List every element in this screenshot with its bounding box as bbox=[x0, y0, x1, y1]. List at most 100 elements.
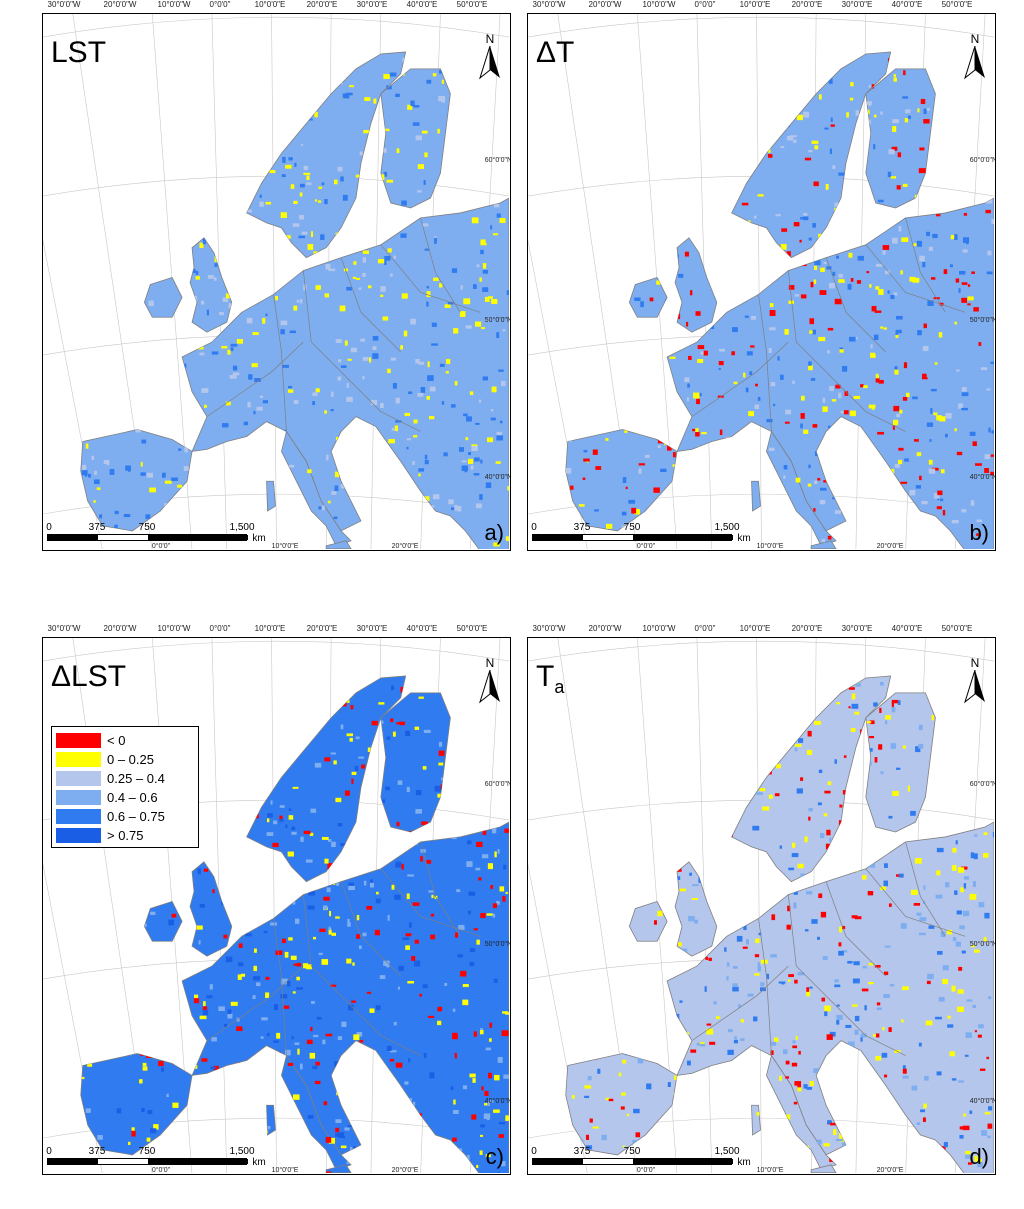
longitude-label: 30°0'0"E bbox=[842, 624, 873, 633]
longitude-label: 30°0'0"E bbox=[357, 624, 388, 633]
latitude-label: 60°0'0"N bbox=[485, 157, 511, 164]
longitude-label: 20°0'0"E bbox=[792, 0, 823, 9]
longitude-label: 50°0'0"E bbox=[942, 624, 973, 633]
land-raster bbox=[528, 15, 994, 549]
scale-unit: km bbox=[252, 533, 265, 544]
longitude-label: 40°0'0"E bbox=[407, 624, 438, 633]
legend-item: 0.4 – 0.6 bbox=[56, 788, 194, 807]
scale-tick-label: 375 bbox=[574, 522, 591, 533]
north-label: N bbox=[963, 32, 987, 46]
scale-tick-label: 1,500 bbox=[714, 1146, 739, 1157]
legend-item: 0.6 – 0.75 bbox=[56, 807, 194, 826]
longitude-label: 20°0'0"E bbox=[792, 624, 823, 633]
longitude-label: 0°0'0" bbox=[210, 624, 231, 633]
scale-tick-label: 0 bbox=[46, 522, 52, 533]
legend-label: 0.25 – 0.4 bbox=[107, 771, 165, 786]
longitude-label: 10°0'0"W bbox=[643, 624, 676, 633]
legend-swatch bbox=[56, 828, 101, 843]
panel-title-subscript: a bbox=[554, 677, 564, 697]
longitude-label: 10°0'0"E bbox=[255, 624, 286, 633]
map-frame: ΔLST N 60°0'0"N 50°0'0"N 40°0'0"N 0°0'0" 10°0'… bbox=[42, 637, 511, 1175]
legend-label: 0.4 – 0.6 bbox=[107, 790, 158, 805]
latitude-label: 40°0'0"N bbox=[485, 1098, 511, 1105]
map-frame: Ta N 60°0'0"N 50°0'0"N 40°0'0"N 0°0'0" 10°0'0"… bbox=[527, 637, 996, 1175]
graticule-top-labels: 30°0'0"W 20°0'0"W 10°0'0"W 0°0'0" 10°0'0"E 20… bbox=[527, 624, 996, 637]
panel-label: b) bbox=[969, 520, 989, 546]
longitude-label: 30°0'0"W bbox=[48, 624, 81, 633]
longitude-label: 20°0'0"W bbox=[589, 624, 622, 633]
map-panel-ta: 30°0'0"W 20°0'0"W 10°0'0"W 0°0'0" 10°0'0"E 20… bbox=[527, 624, 996, 1175]
longitude-label: 0°0'0" bbox=[695, 0, 716, 9]
longitude-label: 0°0'0" bbox=[210, 0, 231, 9]
scale-tick-label: 0 bbox=[531, 522, 537, 533]
europe-map bbox=[528, 14, 994, 549]
longitude-label: 20°0'0"E bbox=[392, 543, 419, 550]
scale-bar: 0 375 750 1,500 km bbox=[532, 1146, 742, 1170]
longitude-label: 20°0'0"E bbox=[877, 543, 904, 550]
north-label: N bbox=[478, 656, 502, 670]
longitude-label: 30°0'0"W bbox=[48, 0, 81, 9]
panel-title-text: T bbox=[536, 660, 554, 693]
panel-title: Ta bbox=[536, 660, 564, 698]
panel-label: c) bbox=[486, 1144, 504, 1170]
europe-map bbox=[528, 638, 994, 1173]
panel-label: a) bbox=[484, 520, 504, 546]
longitude-label: 10°0'0"E bbox=[757, 1167, 784, 1174]
graticule-top-labels: 30°0'0"W 20°0'0"W 10°0'0"W 0°0'0" 10°0'0"E 20… bbox=[42, 0, 511, 13]
scale-tick-label: 750 bbox=[624, 1146, 641, 1157]
north-arrow-icon: N bbox=[963, 656, 987, 704]
graticule-top-labels: 30°0'0"W 20°0'0"W 10°0'0"W 0°0'0" 10°0'0"E 20… bbox=[527, 0, 996, 13]
legend-item: 0 – 0.25 bbox=[56, 750, 194, 769]
scale-tick-label: 0 bbox=[531, 1146, 537, 1157]
legend-label: 0.6 – 0.75 bbox=[107, 809, 165, 824]
scale-tick-label: 1,500 bbox=[229, 1146, 254, 1157]
map-legend: < 0 0 – 0.25 0.25 – 0.4 0.4 – 0.6 0.6 – 0.75… bbox=[51, 726, 199, 848]
panel-title: ΔLST bbox=[51, 660, 126, 694]
longitude-label: 10°0'0"W bbox=[643, 0, 676, 9]
scale-tick-label: 750 bbox=[139, 1146, 156, 1157]
longitude-label: 10°0'0"W bbox=[158, 624, 191, 633]
scale-unit: km bbox=[252, 1157, 265, 1168]
legend-label: > 0.75 bbox=[107, 828, 144, 843]
legend-label: < 0 bbox=[107, 733, 125, 748]
europe-map bbox=[43, 638, 509, 1173]
scale-unit: km bbox=[737, 533, 750, 544]
legend-item: 0.25 – 0.4 bbox=[56, 769, 194, 788]
latitude-label: 40°0'0"N bbox=[970, 1098, 996, 1105]
map-frame: ΔT N 60°0'0"N 50°0'0"N 40°0'0"N 0°0'0" 10°0'0"… bbox=[527, 13, 996, 551]
scale-bar: 0 375 750 1,500 km bbox=[47, 1146, 257, 1170]
latitude-label: 50°0'0"N bbox=[970, 317, 996, 324]
latitude-label: 60°0'0"N bbox=[970, 781, 996, 788]
longitude-label: 20°0'0"E bbox=[307, 0, 338, 9]
map-panel-delta-lst: 30°0'0"W 20°0'0"W 10°0'0"W 0°0'0" 10°0'0"E 20… bbox=[42, 624, 511, 1175]
longitude-label: 20°0'0"E bbox=[307, 624, 338, 633]
latitude-label: 50°0'0"N bbox=[485, 317, 511, 324]
map-panel-delta-t: 30°0'0"W 20°0'0"W 10°0'0"W 0°0'0" 10°0'0"E 20… bbox=[527, 0, 996, 551]
latitude-label: 60°0'0"N bbox=[485, 781, 511, 788]
panel-title: LST bbox=[51, 36, 106, 70]
longitude-label: 30°0'0"W bbox=[533, 0, 566, 9]
scale-tick-label: 1,500 bbox=[229, 522, 254, 533]
longitude-label: 50°0'0"E bbox=[942, 0, 973, 9]
scale-bar: 0 375 750 1,500 km bbox=[47, 522, 257, 546]
graticule-top-labels: 30°0'0"W 20°0'0"W 10°0'0"W 0°0'0" 10°0'0"E 20… bbox=[42, 624, 511, 637]
north-arrow-icon: N bbox=[478, 656, 502, 704]
scale-unit: km bbox=[737, 1157, 750, 1168]
longitude-label: 20°0'0"W bbox=[104, 0, 137, 9]
longitude-label: 30°0'0"E bbox=[357, 0, 388, 9]
longitude-label: 10°0'0"E bbox=[757, 543, 784, 550]
longitude-label: 10°0'0"E bbox=[272, 1167, 299, 1174]
longitude-label: 20°0'0"E bbox=[392, 1167, 419, 1174]
longitude-label: 30°0'0"W bbox=[533, 624, 566, 633]
scale-tick-label: 375 bbox=[574, 1146, 591, 1157]
map-panel-lst: 30°0'0"W 20°0'0"W 10°0'0"W 0°0'0" 10°0'0"E 20… bbox=[42, 0, 511, 551]
longitude-label: 50°0'0"E bbox=[457, 624, 488, 633]
latitude-label: 60°0'0"N bbox=[970, 157, 996, 164]
panel-title-text: LST bbox=[51, 36, 106, 69]
legend-label: 0 – 0.25 bbox=[107, 752, 154, 767]
latitude-label: 50°0'0"N bbox=[485, 941, 511, 948]
north-arrow-icon: N bbox=[478, 32, 502, 80]
europe-map bbox=[43, 14, 509, 549]
longitude-label: 30°0'0"E bbox=[842, 0, 873, 9]
longitude-label: 10°0'0"E bbox=[272, 543, 299, 550]
